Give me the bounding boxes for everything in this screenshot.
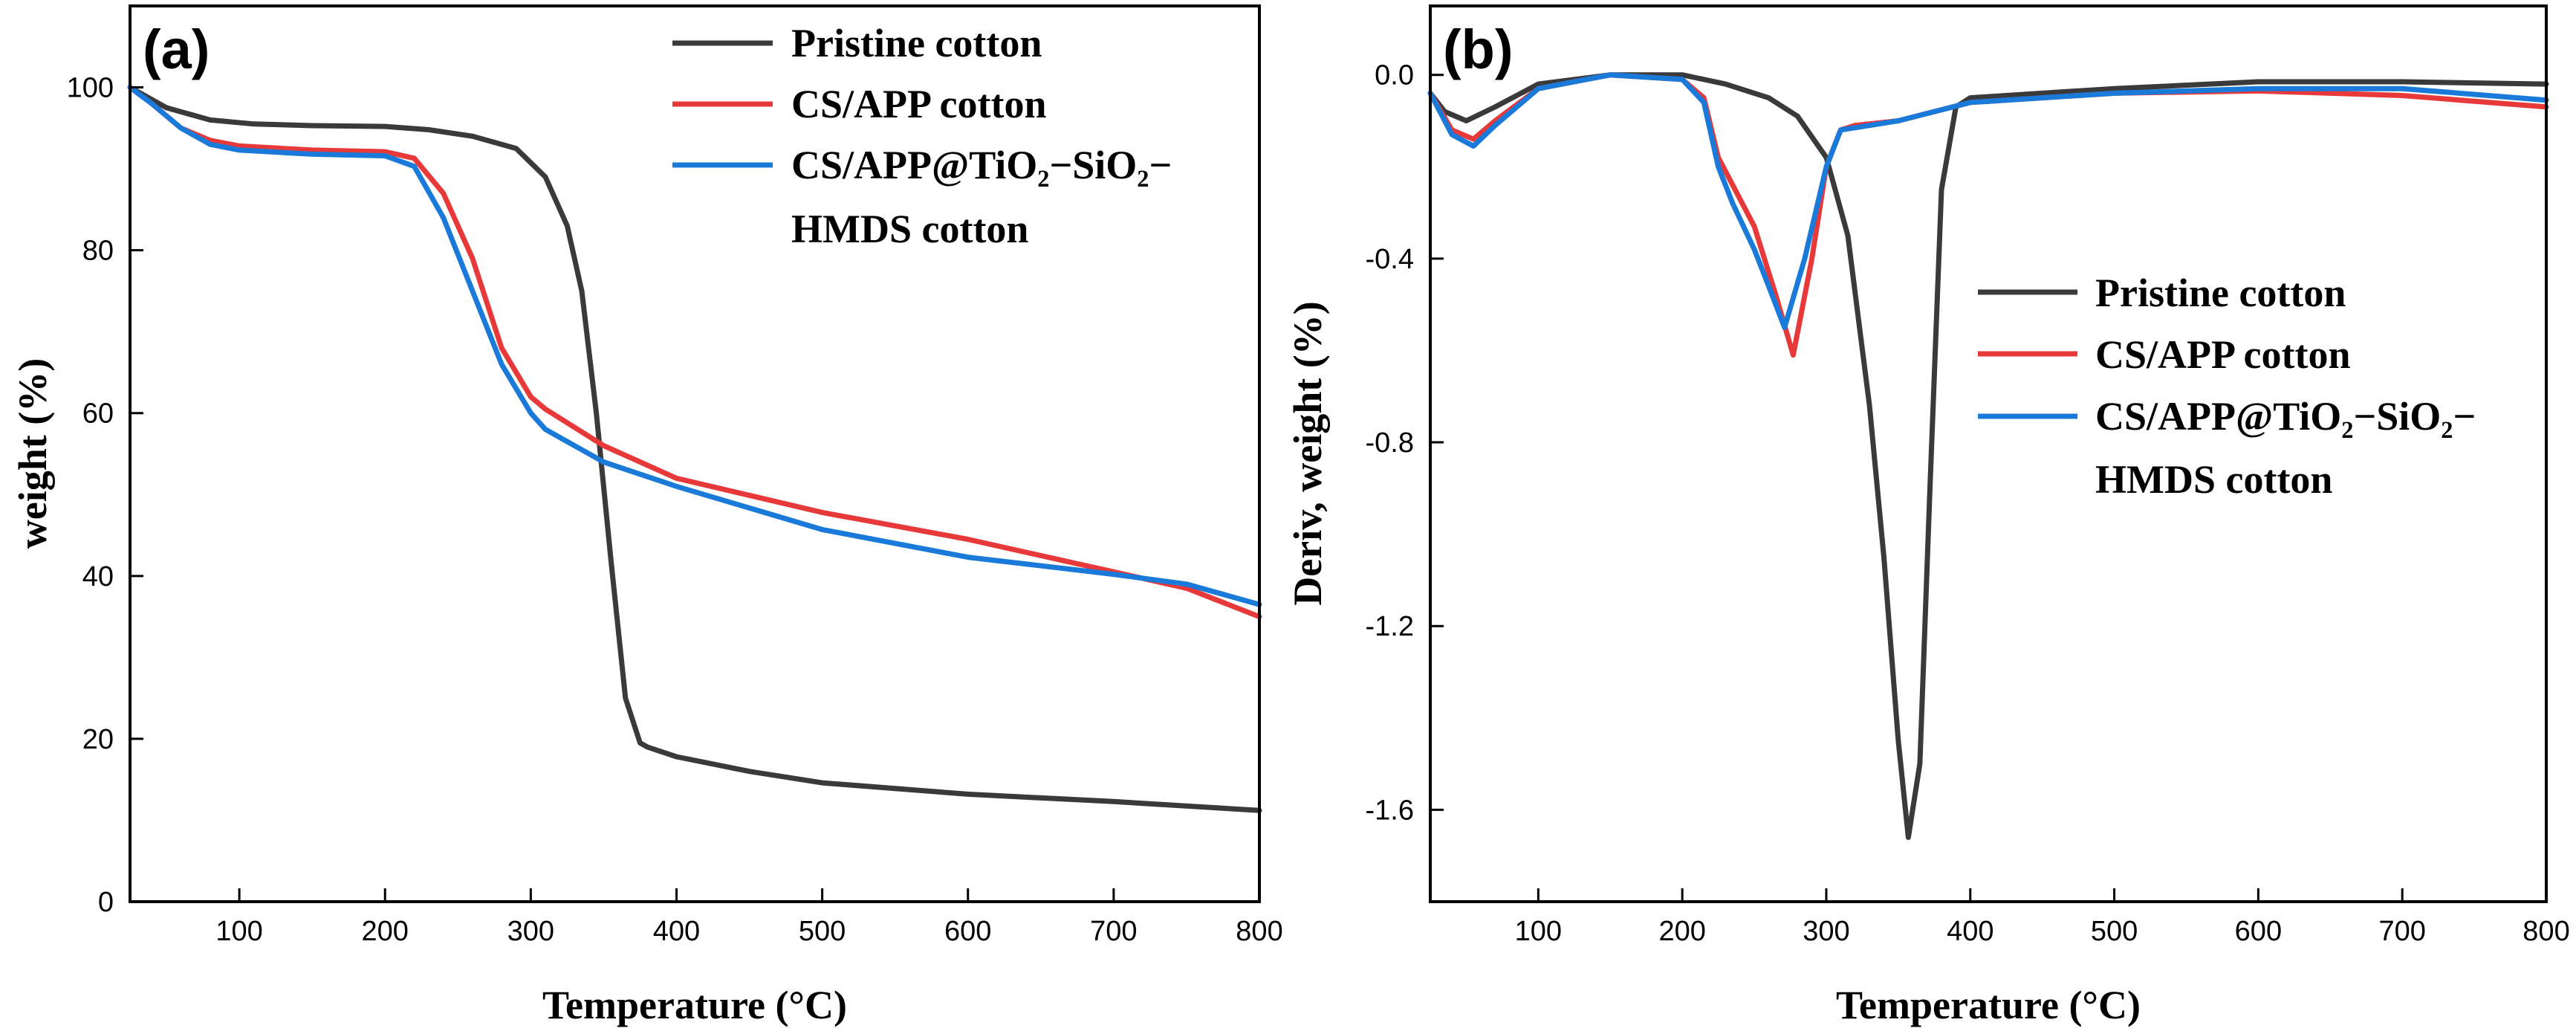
series-line-pristine-cotton: [1427, 72, 2549, 840]
series-line-cs-app-tio-sio: [1427, 72, 2549, 331]
x-axis-title: Temperature (°C): [1836, 983, 2141, 1027]
y-tick-label: 0.0: [1375, 60, 1414, 91]
y-axis-title: weight (%): [10, 358, 55, 549]
y-tick-label: 100: [67, 73, 114, 104]
x-tick-label: 800: [2523, 916, 2569, 947]
x-tick-label: 800: [1236, 916, 1282, 947]
x-tick-label: 600: [2235, 916, 2282, 947]
x-tick-label: 300: [507, 916, 554, 947]
legend-label-cs-app-tio2-line2: HMDS cotton: [791, 207, 1028, 251]
series-line-pristine-cotton: [127, 85, 1262, 813]
panel-label: (a): [143, 19, 210, 80]
legend-label-cs-app-tio2-line2: HMDS cotton: [2095, 457, 2332, 502]
x-tick-label: 100: [1515, 916, 1562, 947]
panel-label: (b): [1443, 19, 1514, 80]
y-tick-label: 80: [82, 236, 114, 267]
x-tick-label: 200: [1658, 916, 1705, 947]
x-tick-label: 700: [2378, 916, 2425, 947]
chart-panel-a: 100 200 300 400 500 600 700 800 0 20 40 60 80 100 (a)…: [10, 4, 1283, 1027]
x-tick-label: 700: [1090, 916, 1137, 947]
y-axis-title: Deriv, weight (%): [1285, 301, 1330, 605]
x-tick-label: 100: [215, 916, 262, 947]
legend-label-cs-app-tio2: CS/APP@TiO₂−SiO₂−: [2095, 394, 2476, 439]
x-tick-label: 200: [362, 916, 409, 947]
legend-label-cs-app: CS/APP cotton: [791, 82, 1047, 126]
legend: Pristine cotton CS/APP cotton CS/APP@TiO…: [1978, 271, 2476, 502]
y-tick-label: 40: [82, 561, 114, 592]
y-tick-label: -0.8: [1366, 427, 1414, 459]
x-tick-label: 500: [799, 916, 846, 947]
y-tick-label: -1.6: [1366, 795, 1414, 826]
series-line-cs-app-tio-sio: [127, 85, 1262, 607]
legend-label-pristine: Pristine cotton: [791, 21, 1042, 65]
x-tick-label: 600: [944, 916, 991, 947]
x-axis-title: Temperature (°C): [542, 983, 847, 1027]
x-tick-label: 300: [1803, 916, 1849, 947]
x-tick-label: 500: [2091, 916, 2138, 947]
y-tick-label: -1.2: [1366, 611, 1414, 642]
x-tick-label: 400: [1947, 916, 1993, 947]
chart-panel-b: 100 200 300 400 500 600 700 800 0.0 -0.4 -0.8 -1.2 -…: [1285, 4, 2570, 1027]
x-tick-label: 400: [653, 916, 700, 947]
legend-label-pristine: Pristine cotton: [2095, 271, 2346, 315]
y-tick-label: -0.4: [1366, 244, 1414, 275]
legend: Pristine cotton CS/APP cotton CS/APP@TiO…: [672, 21, 1172, 251]
y-tick-label: 60: [82, 398, 114, 430]
legend-label-cs-app-tio2: CS/APP@TiO₂−SiO₂−: [791, 143, 1172, 187]
series-line-cs-app-cotton: [127, 85, 1262, 620]
y-tick-label: 0: [98, 887, 114, 918]
y-tick-label: 20: [82, 724, 114, 755]
plot-frame: [129, 4, 1261, 903]
plot-frame: [1429, 4, 2548, 903]
legend-label-cs-app: CS/APP cotton: [2095, 332, 2351, 377]
